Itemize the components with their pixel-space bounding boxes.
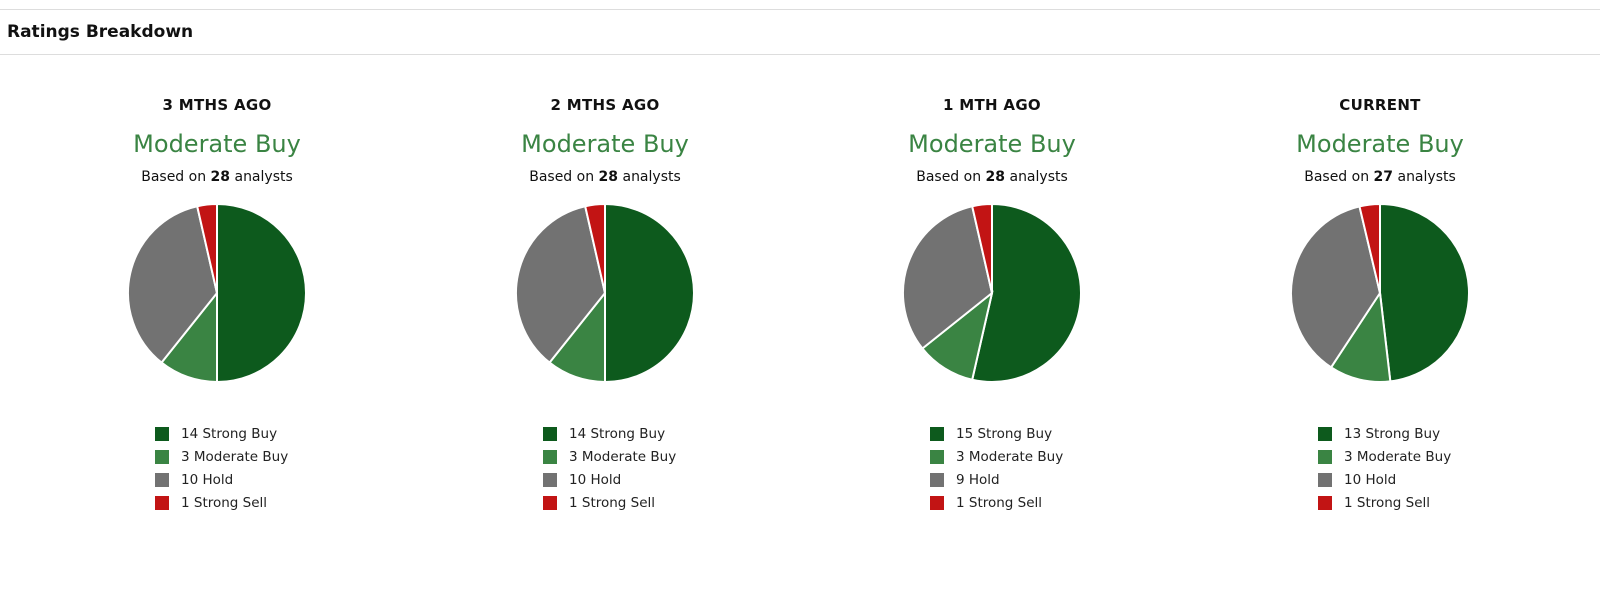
legend-swatch <box>543 472 557 487</box>
legend-item: 3 Moderate Buy <box>155 445 288 468</box>
period-title: CURRENT <box>1339 96 1421 114</box>
legend-label: 10 Hold <box>181 471 234 488</box>
legend-label: 14 Strong Buy <box>181 425 278 442</box>
analyst-number: 28 <box>598 169 619 185</box>
legend-label: 1 Strong Sell <box>569 494 656 511</box>
legend-swatch <box>155 449 169 464</box>
pie-slice-hold <box>515 205 607 364</box>
analyst-count: Based on 28 analysts <box>67 169 367 185</box>
legend-item: 15 Strong Buy <box>930 422 1063 445</box>
legend-swatch <box>930 426 944 441</box>
ratings-pie <box>902 202 1082 383</box>
analyst-count: Based on 28 analysts <box>455 169 755 185</box>
legend-item: 10 Hold <box>543 468 676 491</box>
rating-period-2: 1 MTH AGO Moderate Buy Based on 28 analy… <box>842 96 1142 511</box>
analyst-number: 27 <box>1373 169 1394 185</box>
legend-swatch <box>543 495 557 510</box>
rating-period-3: CURRENT Moderate Buy Based on 27 analyst… <box>1230 96 1530 511</box>
legend-item: 3 Moderate Buy <box>543 445 676 468</box>
period-title: 2 MTHS AGO <box>550 96 660 114</box>
legend-item: 1 Strong Sell <box>155 491 288 514</box>
legend-swatch <box>930 495 944 510</box>
analyst-number: 28 <box>985 169 1006 185</box>
pie-slice-strong-sell <box>583 202 606 294</box>
legend: 15 Strong Buy 3 Moderate Buy 9 Hold 1 Stron… <box>930 422 1063 514</box>
ratings-pie <box>1290 202 1470 383</box>
pie-slice-strong-buy <box>970 202 1082 383</box>
legend-label: 3 Moderate Buy <box>956 448 1064 465</box>
legend-swatch <box>1318 426 1332 441</box>
pie-slice-strong-sell <box>1358 202 1381 294</box>
rating-period-1: 2 MTHS AGO Moderate Buy Based on 28 anal… <box>455 96 755 511</box>
analyst-number: 28 <box>210 169 231 185</box>
pie-slice-hold <box>902 205 994 350</box>
legend-label: 15 Strong Buy <box>956 425 1053 442</box>
based-suffix: analysts <box>1397 169 1456 185</box>
based-suffix: analysts <box>1009 169 1068 185</box>
based-prefix: Based on <box>1304 169 1370 185</box>
legend-label: 3 Moderate Buy <box>569 448 677 465</box>
pie-slice-strong-sell <box>970 202 993 294</box>
legend-label: 10 Hold <box>1344 471 1397 488</box>
legend-swatch <box>1318 472 1332 487</box>
consensus-rating: Moderate Buy <box>908 130 1076 158</box>
section-header: Ratings Breakdown <box>0 9 1600 55</box>
legend-swatch <box>1318 495 1332 510</box>
legend-item: 1 Strong Sell <box>1318 491 1451 514</box>
based-suffix: analysts <box>234 169 293 185</box>
legend: 14 Strong Buy 3 Moderate Buy 10 Hold 1 Stro… <box>155 422 288 514</box>
section-title: Ratings Breakdown <box>7 22 194 42</box>
legend-swatch <box>1318 449 1332 464</box>
consensus-rating: Moderate Buy <box>133 130 301 158</box>
legend-swatch <box>543 449 557 464</box>
rating-period-0: 3 MTHS AGO Moderate Buy Based on 28 anal… <box>67 96 367 511</box>
pie-slice-hold <box>127 205 219 364</box>
pie-slice-strong-buy <box>604 202 695 384</box>
legend-label: 1 Strong Sell <box>181 494 268 511</box>
analyst-count: Based on 27 analysts <box>1230 169 1530 185</box>
legend-item: 3 Moderate Buy <box>930 445 1063 468</box>
legend-label: 14 Strong Buy <box>569 425 666 442</box>
legend-label: 9 Hold <box>956 471 1000 488</box>
legend-label: 10 Hold <box>569 471 622 488</box>
legend-item: 9 Hold <box>930 468 1063 491</box>
legend-swatch <box>155 426 169 441</box>
based-prefix: Based on <box>141 169 207 185</box>
legend-swatch <box>930 472 944 487</box>
legend-item: 10 Hold <box>155 468 288 491</box>
based-prefix: Based on <box>916 169 982 185</box>
legend-label: 13 Strong Buy <box>1344 425 1441 442</box>
based-prefix: Based on <box>529 169 595 185</box>
legend-swatch <box>155 495 169 510</box>
pie-slice-strong-buy <box>1379 202 1470 383</box>
legend-swatch <box>155 472 169 487</box>
period-title: 1 MTH AGO <box>943 96 1041 114</box>
consensus-rating: Moderate Buy <box>521 130 689 158</box>
pie-slice-strong-buy <box>216 202 307 384</box>
legend-item: 14 Strong Buy <box>543 422 676 445</box>
ratings-pie <box>127 202 307 384</box>
legend-item: 1 Strong Sell <box>543 491 676 514</box>
legend-swatch <box>930 449 944 464</box>
legend-label: 3 Moderate Buy <box>1344 448 1452 465</box>
legend-item: 13 Strong Buy <box>1318 422 1451 445</box>
analyst-count: Based on 28 analysts <box>842 169 1142 185</box>
pie-slice-hold <box>1290 205 1382 369</box>
legend-item: 1 Strong Sell <box>930 491 1063 514</box>
period-title: 3 MTHS AGO <box>162 96 272 114</box>
legend: 14 Strong Buy 3 Moderate Buy 10 Hold 1 Stro… <box>543 422 676 514</box>
legend-item: 3 Moderate Buy <box>1318 445 1451 468</box>
legend-swatch <box>543 426 557 441</box>
based-suffix: analysts <box>622 169 681 185</box>
pie-slice-strong-sell <box>195 202 218 294</box>
legend-label: 3 Moderate Buy <box>181 448 289 465</box>
legend-label: 1 Strong Sell <box>1344 494 1431 511</box>
legend-label: 1 Strong Sell <box>956 494 1043 511</box>
ratings-pie <box>515 202 695 384</box>
legend-item: 10 Hold <box>1318 468 1451 491</box>
legend-item: 14 Strong Buy <box>155 422 288 445</box>
consensus-rating: Moderate Buy <box>1296 130 1464 158</box>
legend: 13 Strong Buy 3 Moderate Buy 10 Hold 1 Stro… <box>1318 422 1451 514</box>
